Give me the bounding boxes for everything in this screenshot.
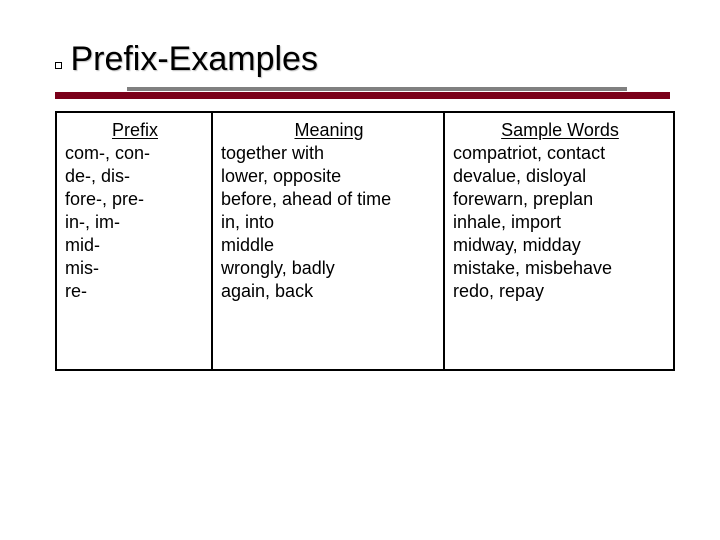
table-cell: midway, midday — [453, 234, 667, 257]
table-cell: again, back — [221, 280, 437, 303]
table-cell: devalue, disloyal — [453, 165, 667, 188]
table-cell: inhale, import — [453, 211, 667, 234]
table-cell: com-, con- — [65, 142, 205, 165]
rule-short — [127, 87, 627, 91]
square-bullet-icon — [55, 62, 62, 69]
column-header: Sample Words — [453, 119, 667, 142]
column-sample-words: Sample Words compatriot, contact devalue… — [445, 113, 673, 369]
table-cell: mis- — [65, 257, 205, 280]
column-header: Meaning — [221, 119, 437, 142]
table-cell: in-, im- — [65, 211, 205, 234]
table-cell: middle — [221, 234, 437, 257]
table-cell: re- — [65, 280, 205, 303]
table-cell: mid- — [65, 234, 205, 257]
table-cell: compatriot, contact — [453, 142, 667, 165]
table-cell: before, ahead of time — [221, 188, 437, 211]
slide: Prefix-Examples Prefix com-, con- de-, d… — [0, 0, 720, 540]
table-cell: wrongly, badly — [221, 257, 437, 280]
column-meaning: Meaning together with lower, opposite be… — [213, 113, 445, 369]
table-cell: de-, dis- — [65, 165, 205, 188]
rule-long — [55, 92, 670, 99]
table-cell: in, into — [221, 211, 437, 234]
page-title: Prefix-Examples — [70, 40, 318, 78]
table-cell: redo, repay — [453, 280, 667, 303]
table-cell: lower, opposite — [221, 165, 437, 188]
table-cell: fore-, pre- — [65, 188, 205, 211]
column-header: Prefix — [65, 119, 205, 142]
prefix-table: Prefix com-, con- de-, dis- fore-, pre- … — [55, 111, 675, 371]
table-cell: together with — [221, 142, 437, 165]
table-cell: mistake, misbehave — [453, 257, 667, 280]
column-prefix: Prefix com-, con- de-, dis- fore-, pre- … — [57, 113, 213, 369]
title-rule — [55, 87, 675, 101]
title-block: Prefix-Examples — [55, 40, 675, 79]
table-cell: forewarn, preplan — [453, 188, 667, 211]
